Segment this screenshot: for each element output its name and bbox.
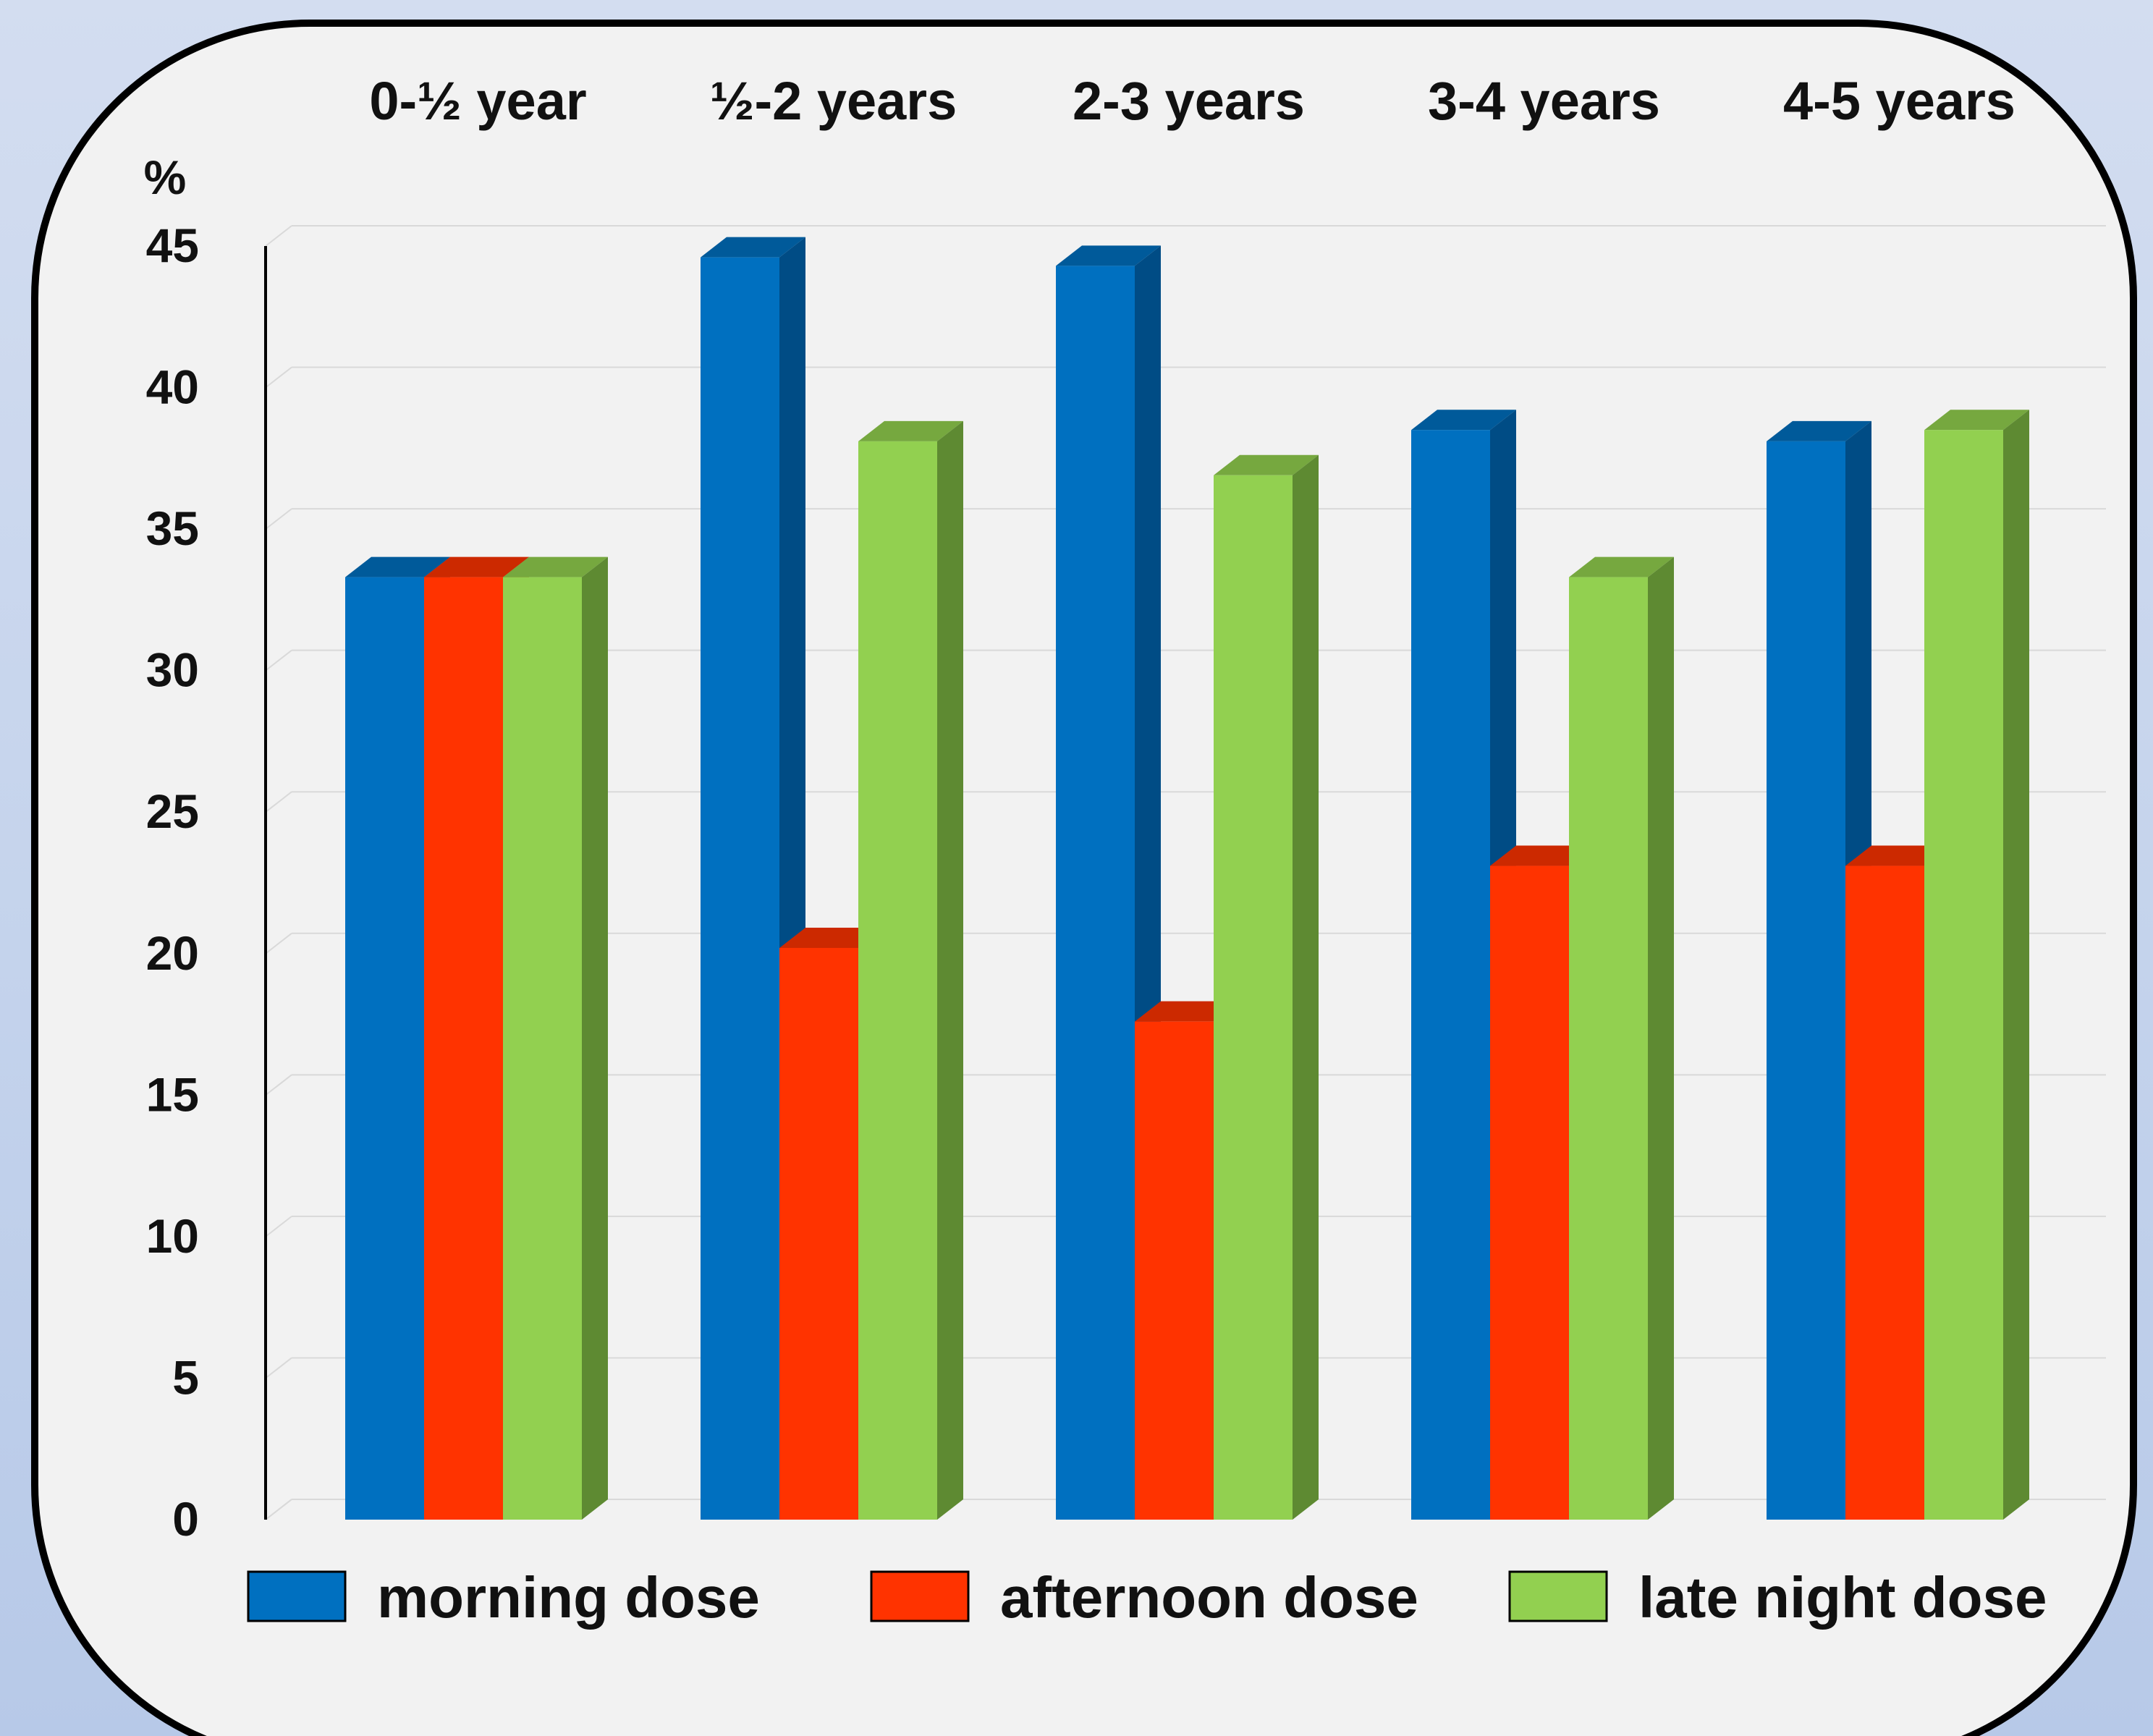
gridline-diagonal bbox=[265, 225, 292, 247]
gridline-diagonal bbox=[265, 1357, 292, 1379]
gridline-diagonal bbox=[265, 508, 292, 530]
y-tick-label: 10 bbox=[146, 1209, 199, 1263]
chart-labels: 0 5 10 15 20 25 30 35 40 45% 0-½ year ½-2 years 2-3 … bbox=[144, 71, 2015, 1546]
y-tick-label: 25 bbox=[146, 784, 199, 838]
y-tick-label: 45 bbox=[146, 219, 199, 272]
legend-label: late night dose bbox=[1638, 1565, 2047, 1630]
gridline-diagonal bbox=[265, 932, 292, 954]
legend-item: morning dose bbox=[247, 1565, 760, 1630]
legend-item: afternoon dose bbox=[870, 1565, 1418, 1630]
bars bbox=[345, 237, 2029, 1520]
bar-late-night-dose bbox=[503, 556, 608, 1520]
y-tick-label: 30 bbox=[146, 643, 199, 697]
category-label: 4-5 years bbox=[1783, 71, 2015, 131]
legend-swatch bbox=[870, 1570, 970, 1622]
bar-late-night-dose bbox=[858, 420, 963, 1520]
y-tick-label: 40 bbox=[146, 360, 199, 414]
legend-item: late night dose bbox=[1508, 1565, 2047, 1630]
y-tick-label: 35 bbox=[146, 501, 199, 555]
legend-label: afternoon dose bbox=[1000, 1565, 1418, 1630]
legend-label: morning dose bbox=[377, 1565, 760, 1630]
y-tick-label: 15 bbox=[146, 1067, 199, 1121]
gridline-diagonal bbox=[265, 366, 292, 389]
legend-swatch bbox=[1508, 1570, 1608, 1622]
y-tick-label: 20 bbox=[146, 926, 199, 980]
bar-late-night-dose bbox=[1569, 556, 1674, 1520]
category-label: 0-½ year bbox=[369, 71, 586, 131]
gridline-diagonal bbox=[265, 791, 292, 813]
category-label: 2-3 years bbox=[1073, 71, 1305, 131]
bar-late-night-dose bbox=[1924, 410, 2029, 1520]
legend: morning dose afternoon dose late night dos… bbox=[247, 1565, 2047, 1630]
legend-swatch bbox=[247, 1570, 347, 1622]
gridline-diagonal bbox=[265, 1074, 292, 1096]
y-tick-label: 0 bbox=[172, 1492, 199, 1546]
bar-late-night-dose bbox=[1214, 454, 1319, 1520]
gridline-diagonal bbox=[265, 1216, 292, 1237]
gridline-diagonal bbox=[265, 649, 292, 672]
y-unit-label: % bbox=[144, 151, 187, 204]
y-tick-label: 5 bbox=[172, 1350, 199, 1404]
category-label: ½-2 years bbox=[710, 71, 957, 131]
category-label: 3-4 years bbox=[1428, 71, 1660, 131]
